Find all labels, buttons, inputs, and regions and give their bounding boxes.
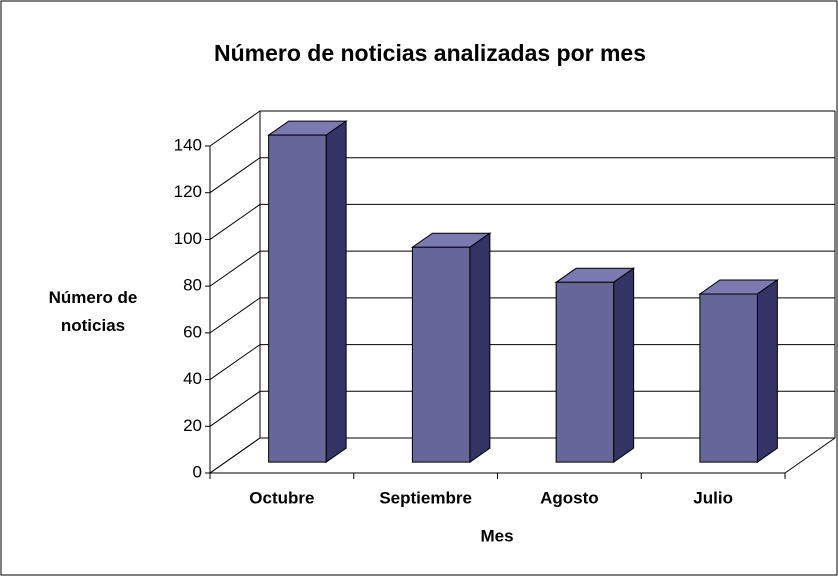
y-tick-label: 100 <box>174 229 202 248</box>
y-tick-label: 140 <box>174 135 202 154</box>
bar-side <box>756 279 778 464</box>
y-tick-label: 40 <box>183 369 202 388</box>
grid-line <box>209 390 835 427</box>
y-tick-label: 20 <box>183 416 202 435</box>
bar-side <box>325 120 347 464</box>
grid-line <box>209 203 835 240</box>
grid-line <box>209 110 835 147</box>
x-tick-label: Septiembre <box>379 488 472 507</box>
grid-line <box>209 250 835 287</box>
bar-side <box>613 267 635 464</box>
x-axis-label: Mes <box>480 526 513 545</box>
grid-line <box>209 157 835 194</box>
x-tick-label: Octubre <box>249 488 314 507</box>
y-tick-label: 120 <box>174 182 202 201</box>
floor-edge <box>784 437 836 474</box>
grid-line <box>209 297 835 334</box>
x-tick-label: Agosto <box>540 488 599 507</box>
y-tick-label: 0 <box>193 462 202 481</box>
x-tick-label: Julio <box>693 488 733 507</box>
bar <box>268 134 327 463</box>
y-tick-label: 60 <box>183 322 202 341</box>
y-axis-label: Número de noticias <box>48 288 138 335</box>
grid-line <box>209 344 835 380</box>
chart-title: Número de noticias analizadas por mes <box>214 40 646 66</box>
bar <box>699 293 758 463</box>
y-tick-label: 80 <box>183 276 202 295</box>
bar <box>555 281 615 463</box>
bar-side <box>469 232 491 464</box>
bar <box>411 246 471 463</box>
grid-line <box>209 437 835 474</box>
